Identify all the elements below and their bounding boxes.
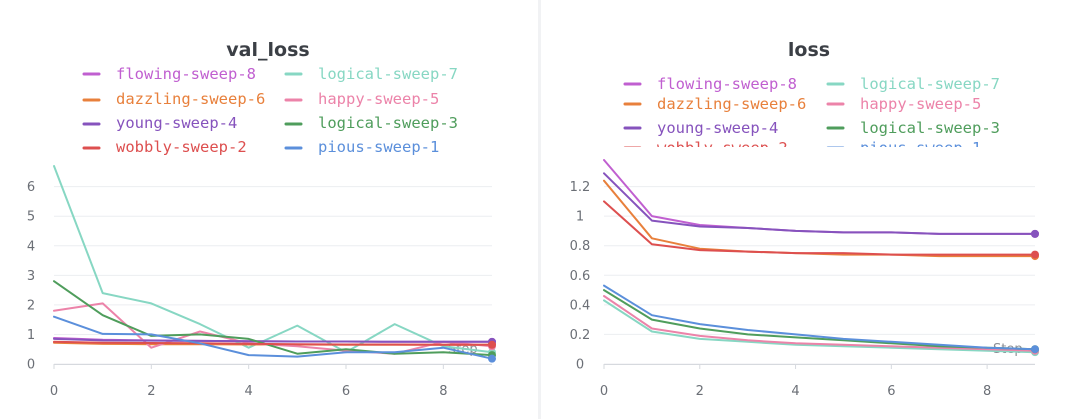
legend-label: pious-sweep-1 (860, 139, 981, 157)
series-line-young-sweep-4[interactable] (603, 172, 1036, 235)
legend-item-logical-sweep-7[interactable]: logical-sweep-7 (284, 65, 458, 83)
legend-label: wobbly-sweep-2 (657, 139, 788, 157)
series-line-young-sweep-4[interactable] (53, 337, 493, 343)
legend-label: wobbly-sweep-2 (116, 138, 247, 156)
series-line-logical-sweep-7[interactable] (603, 299, 1036, 354)
y-tick-label: 2 (27, 298, 35, 313)
x-tick-label: 0 (600, 384, 608, 399)
chart-title: loss (788, 39, 830, 61)
series-line-logical-sweep-3[interactable] (603, 289, 1036, 351)
series-line-pious-sweep-1[interactable] (603, 284, 1036, 351)
legend-label: dazzling-sweep-6 (657, 95, 806, 113)
x-tick-label: 2 (147, 384, 155, 399)
x-tick-label: 4 (245, 384, 253, 399)
legend-item-happy-sweep-5[interactable]: happy-sweep-5 (284, 90, 439, 108)
series-line-pious-sweep-1[interactable] (53, 315, 493, 360)
y-tick-label: 1.2 (570, 180, 591, 195)
x-tick-label: 8 (983, 384, 991, 399)
val-loss-chart: val_loss 0 1 2 3 4 5 6 0 2 4 6 8 flowing-sweep-8 logic… (27, 39, 496, 399)
legend-label: flowing-sweep-8 (116, 65, 256, 83)
legend-item-dazzling-sweep-6[interactable]: dazzling-sweep-6 (623, 95, 806, 113)
series-line-wobbly-sweep-2[interactable] (53, 340, 493, 346)
legend-label: flowing-sweep-8 (657, 75, 797, 93)
series-line-happy-sweep-5[interactable] (603, 295, 1036, 352)
legend-label: young-sweep-4 (116, 114, 237, 132)
series-end-marker-young-sweep-4 (1031, 229, 1039, 238)
legend-item-young-sweep-4[interactable]: young-sweep-4 (623, 119, 778, 137)
series-line-wobbly-sweep-2[interactable] (603, 200, 1036, 256)
legend-item-young-sweep-4[interactable]: young-sweep-4 (82, 114, 237, 132)
y-tick-label: 0.4 (570, 298, 591, 313)
legend-item-logical-sweep-7[interactable]: logical-sweep-7 (826, 75, 1000, 93)
x-tick-label: 2 (696, 384, 704, 399)
legend-item-happy-sweep-5[interactable]: happy-sweep-5 (826, 95, 981, 113)
x-tick-label: 6 (342, 384, 350, 399)
legend-item-dazzling-sweep-6[interactable]: dazzling-sweep-6 (82, 90, 265, 108)
legend-item-logical-sweep-3[interactable]: logical-sweep-3 (826, 119, 1000, 137)
y-tick-label: 5 (27, 210, 35, 225)
legend-item-pious-sweep-1[interactable]: pious-sweep-1 (284, 138, 439, 156)
y-tick-label: 0 (576, 358, 584, 373)
series-end-marker-pious-sweep-1 (488, 354, 496, 363)
legend-label: dazzling-sweep-6 (116, 90, 265, 108)
loss-panel: loss 0 0.2 0.4 0.6 0.8 1 1.2 0 2 4 6 8 flowing-sweep-… (541, 0, 1080, 419)
legend-label: happy-sweep-5 (860, 95, 981, 113)
legend-label: logical-sweep-3 (318, 114, 458, 132)
y-tick-label: 0.6 (570, 269, 591, 284)
series-end-marker-pious-sweep-1 (1031, 345, 1039, 354)
legend: flowing-sweep-8 logical-sweep-7 dazzling-s… (623, 75, 1000, 157)
panel-divider (538, 0, 541, 419)
legend-item-wobbly-sweep-2[interactable]: wobbly-sweep-2 (623, 139, 788, 157)
y-tick-label: 0.2 (570, 328, 591, 343)
legend-label: happy-sweep-5 (318, 90, 439, 108)
legend: flowing-sweep-8 logical-sweep-7 dazzling-s… (82, 65, 458, 156)
series-line-logical-sweep-3[interactable] (53, 280, 493, 357)
chart-title: val_loss (226, 39, 309, 61)
y-tick-label: 4 (27, 239, 35, 254)
legend-item-pious-sweep-1[interactable]: pious-sweep-1 (826, 139, 981, 157)
legend-item-flowing-sweep-8[interactable]: flowing-sweep-8 (623, 75, 797, 93)
legend-label: logical-sweep-7 (860, 75, 1000, 93)
y-tick-label: 6 (27, 180, 35, 195)
val-loss-panel: val_loss 0 1 2 3 4 5 6 0 2 4 6 8 flowing-sweep-8 logic… (0, 0, 538, 419)
legend-label: pious-sweep-1 (318, 138, 439, 156)
y-tick-label: 1 (576, 210, 584, 225)
y-tick-label: 3 (27, 269, 35, 284)
legend-label: logical-sweep-3 (860, 119, 1000, 137)
legend-item-wobbly-sweep-2[interactable]: wobbly-sweep-2 (82, 138, 247, 156)
y-tick-label: 1 (27, 328, 35, 343)
x-tick-label: 6 (887, 384, 895, 399)
x-tick-label: 0 (50, 384, 58, 399)
x-tick-label: 4 (791, 384, 799, 399)
y-tick-label: 0.8 (570, 239, 591, 254)
legend-label: logical-sweep-7 (318, 65, 458, 83)
y-tick-label: 0 (27, 358, 35, 373)
x-tick-label: 8 (439, 384, 447, 399)
loss-chart: loss 0 0.2 0.4 0.6 0.8 1 1.2 0 2 4 6 8 flowing-sweep-… (570, 39, 1039, 399)
series-line-logical-sweep-7[interactable] (53, 165, 493, 354)
legend-item-logical-sweep-3[interactable]: logical-sweep-3 (284, 114, 458, 132)
series-end-marker-wobbly-sweep-2 (1031, 250, 1039, 259)
legend-item-flowing-sweep-8[interactable]: flowing-sweep-8 (82, 65, 256, 83)
series-end-marker-wobbly-sweep-2 (488, 340, 496, 349)
legend-label: young-sweep-4 (657, 119, 778, 137)
